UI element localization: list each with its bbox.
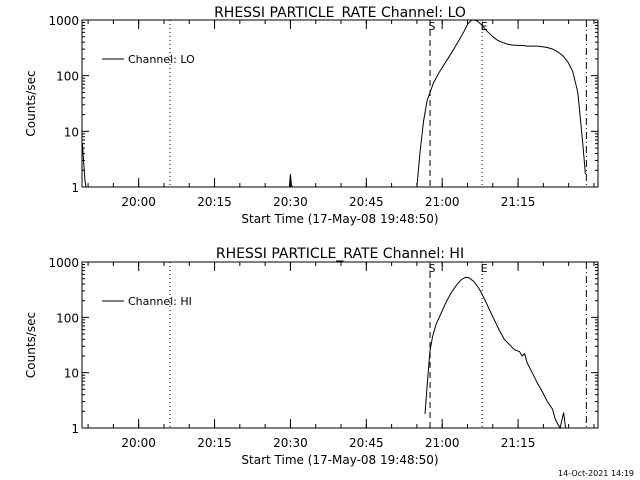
x-axis-label: Start Time (17-May-08 19:48:50): [241, 453, 438, 467]
start-marker-label: S: [429, 262, 436, 275]
footer-timestamp: 14-Oct-2021 14:19: [558, 469, 634, 478]
series-line-lo: [416, 19, 586, 188]
y-tick-label: 10: [64, 125, 79, 139]
y-tick-label: 1: [71, 422, 79, 436]
end-marker-label: E: [481, 20, 488, 33]
x-tick-label: 20:00: [121, 436, 156, 450]
y-tick-label: 1000: [48, 256, 79, 270]
plot-frame: [81, 19, 599, 188]
x-tick-label: 21:15: [501, 195, 536, 209]
y-tick-label: 10: [64, 367, 79, 381]
legend-label: Channel: LO: [128, 53, 195, 66]
chart-title: RHESSI PARTICLE_RATE Channel: HI: [216, 246, 464, 262]
y-tick-label: 100: [56, 70, 79, 84]
y-tick-label: 100: [56, 311, 79, 325]
series-line-lo: [288, 174, 293, 188]
x-tick-label: 20:45: [349, 195, 384, 209]
end-marker-label: E: [481, 262, 488, 275]
x-tick-label: 21:00: [425, 436, 460, 450]
y-axis-label: Counts/sec: [24, 312, 38, 378]
legend-label: Channel: HI: [128, 295, 192, 308]
x-tick-label: 20:15: [197, 436, 232, 450]
series-line-lo: [82, 143, 87, 188]
plot-frame: [81, 261, 599, 429]
x-tick-label: 21:15: [501, 436, 536, 450]
x-tick-label: 20:45: [349, 436, 384, 450]
series-line-hi: [424, 276, 567, 430]
start-marker-label: S: [429, 20, 436, 33]
x-axis-label: Start Time (17-May-08 19:48:50): [241, 212, 438, 226]
x-tick-label: 20:15: [197, 195, 232, 209]
x-tick-label: 20:30: [273, 436, 308, 450]
y-tick-label: 1000: [48, 14, 79, 28]
x-tick-label: 21:00: [425, 195, 460, 209]
chart-lo-channel: RHESSI PARTICLE_RATE Channel: LO Counts/s…: [24, 5, 599, 226]
y-axis-label: Counts/sec: [24, 70, 38, 136]
chart-hi-channel: RHESSI PARTICLE_RATE Channel: HI Counts/s…: [24, 246, 599, 467]
x-tick-label: 20:00: [121, 195, 156, 209]
chart-title: RHESSI PARTICLE_RATE Channel: LO: [214, 5, 466, 21]
x-tick-label: 20:30: [273, 195, 308, 209]
y-tick-label: 1: [71, 181, 79, 195]
